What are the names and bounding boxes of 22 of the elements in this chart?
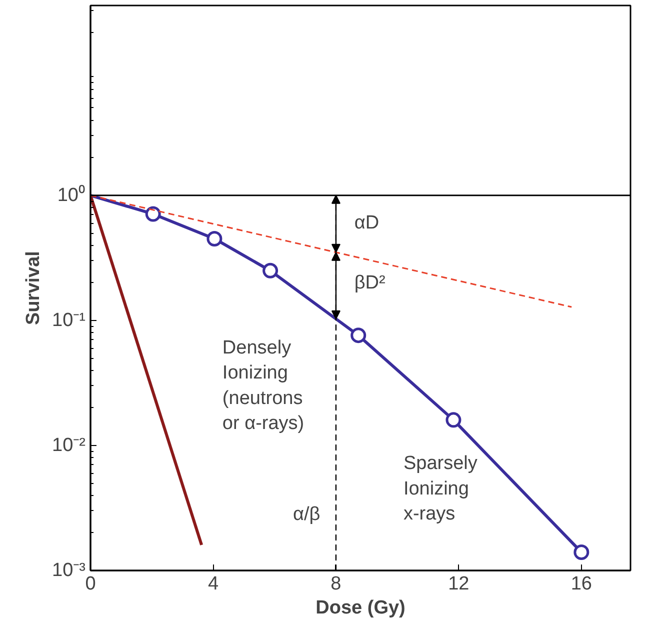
point	[206, 231, 222, 246]
point	[262, 262, 278, 278]
x-tick-label: 8	[330, 574, 342, 594]
point	[145, 206, 161, 222]
annotation: Densely Ionizing (neutrons or α-rays)	[222, 338, 304, 434]
y-tick-label: 10⁻³	[52, 560, 86, 581]
y-tick-label: 10⁻¹	[52, 310, 86, 331]
point	[574, 544, 590, 560]
point	[446, 412, 462, 428]
y-tick-label: 10⁻²	[52, 434, 86, 456]
x-axis-title: Dose (Gy)	[316, 598, 406, 618]
point	[350, 328, 366, 344]
annotation: Sparsely Ionizing x-rays	[403, 453, 478, 525]
annotation: α/β	[293, 504, 320, 526]
annotation: βD²	[354, 272, 386, 294]
x-tick-label: 0	[85, 574, 96, 594]
annotation: αD	[354, 212, 380, 234]
y-axis-title: Survival	[23, 251, 44, 325]
y-tick-label: 10⁰	[57, 184, 86, 206]
x-tick-label: 16	[570, 574, 592, 594]
x-tick-label: 12	[448, 574, 470, 594]
x-tick-label: 4	[208, 574, 219, 594]
